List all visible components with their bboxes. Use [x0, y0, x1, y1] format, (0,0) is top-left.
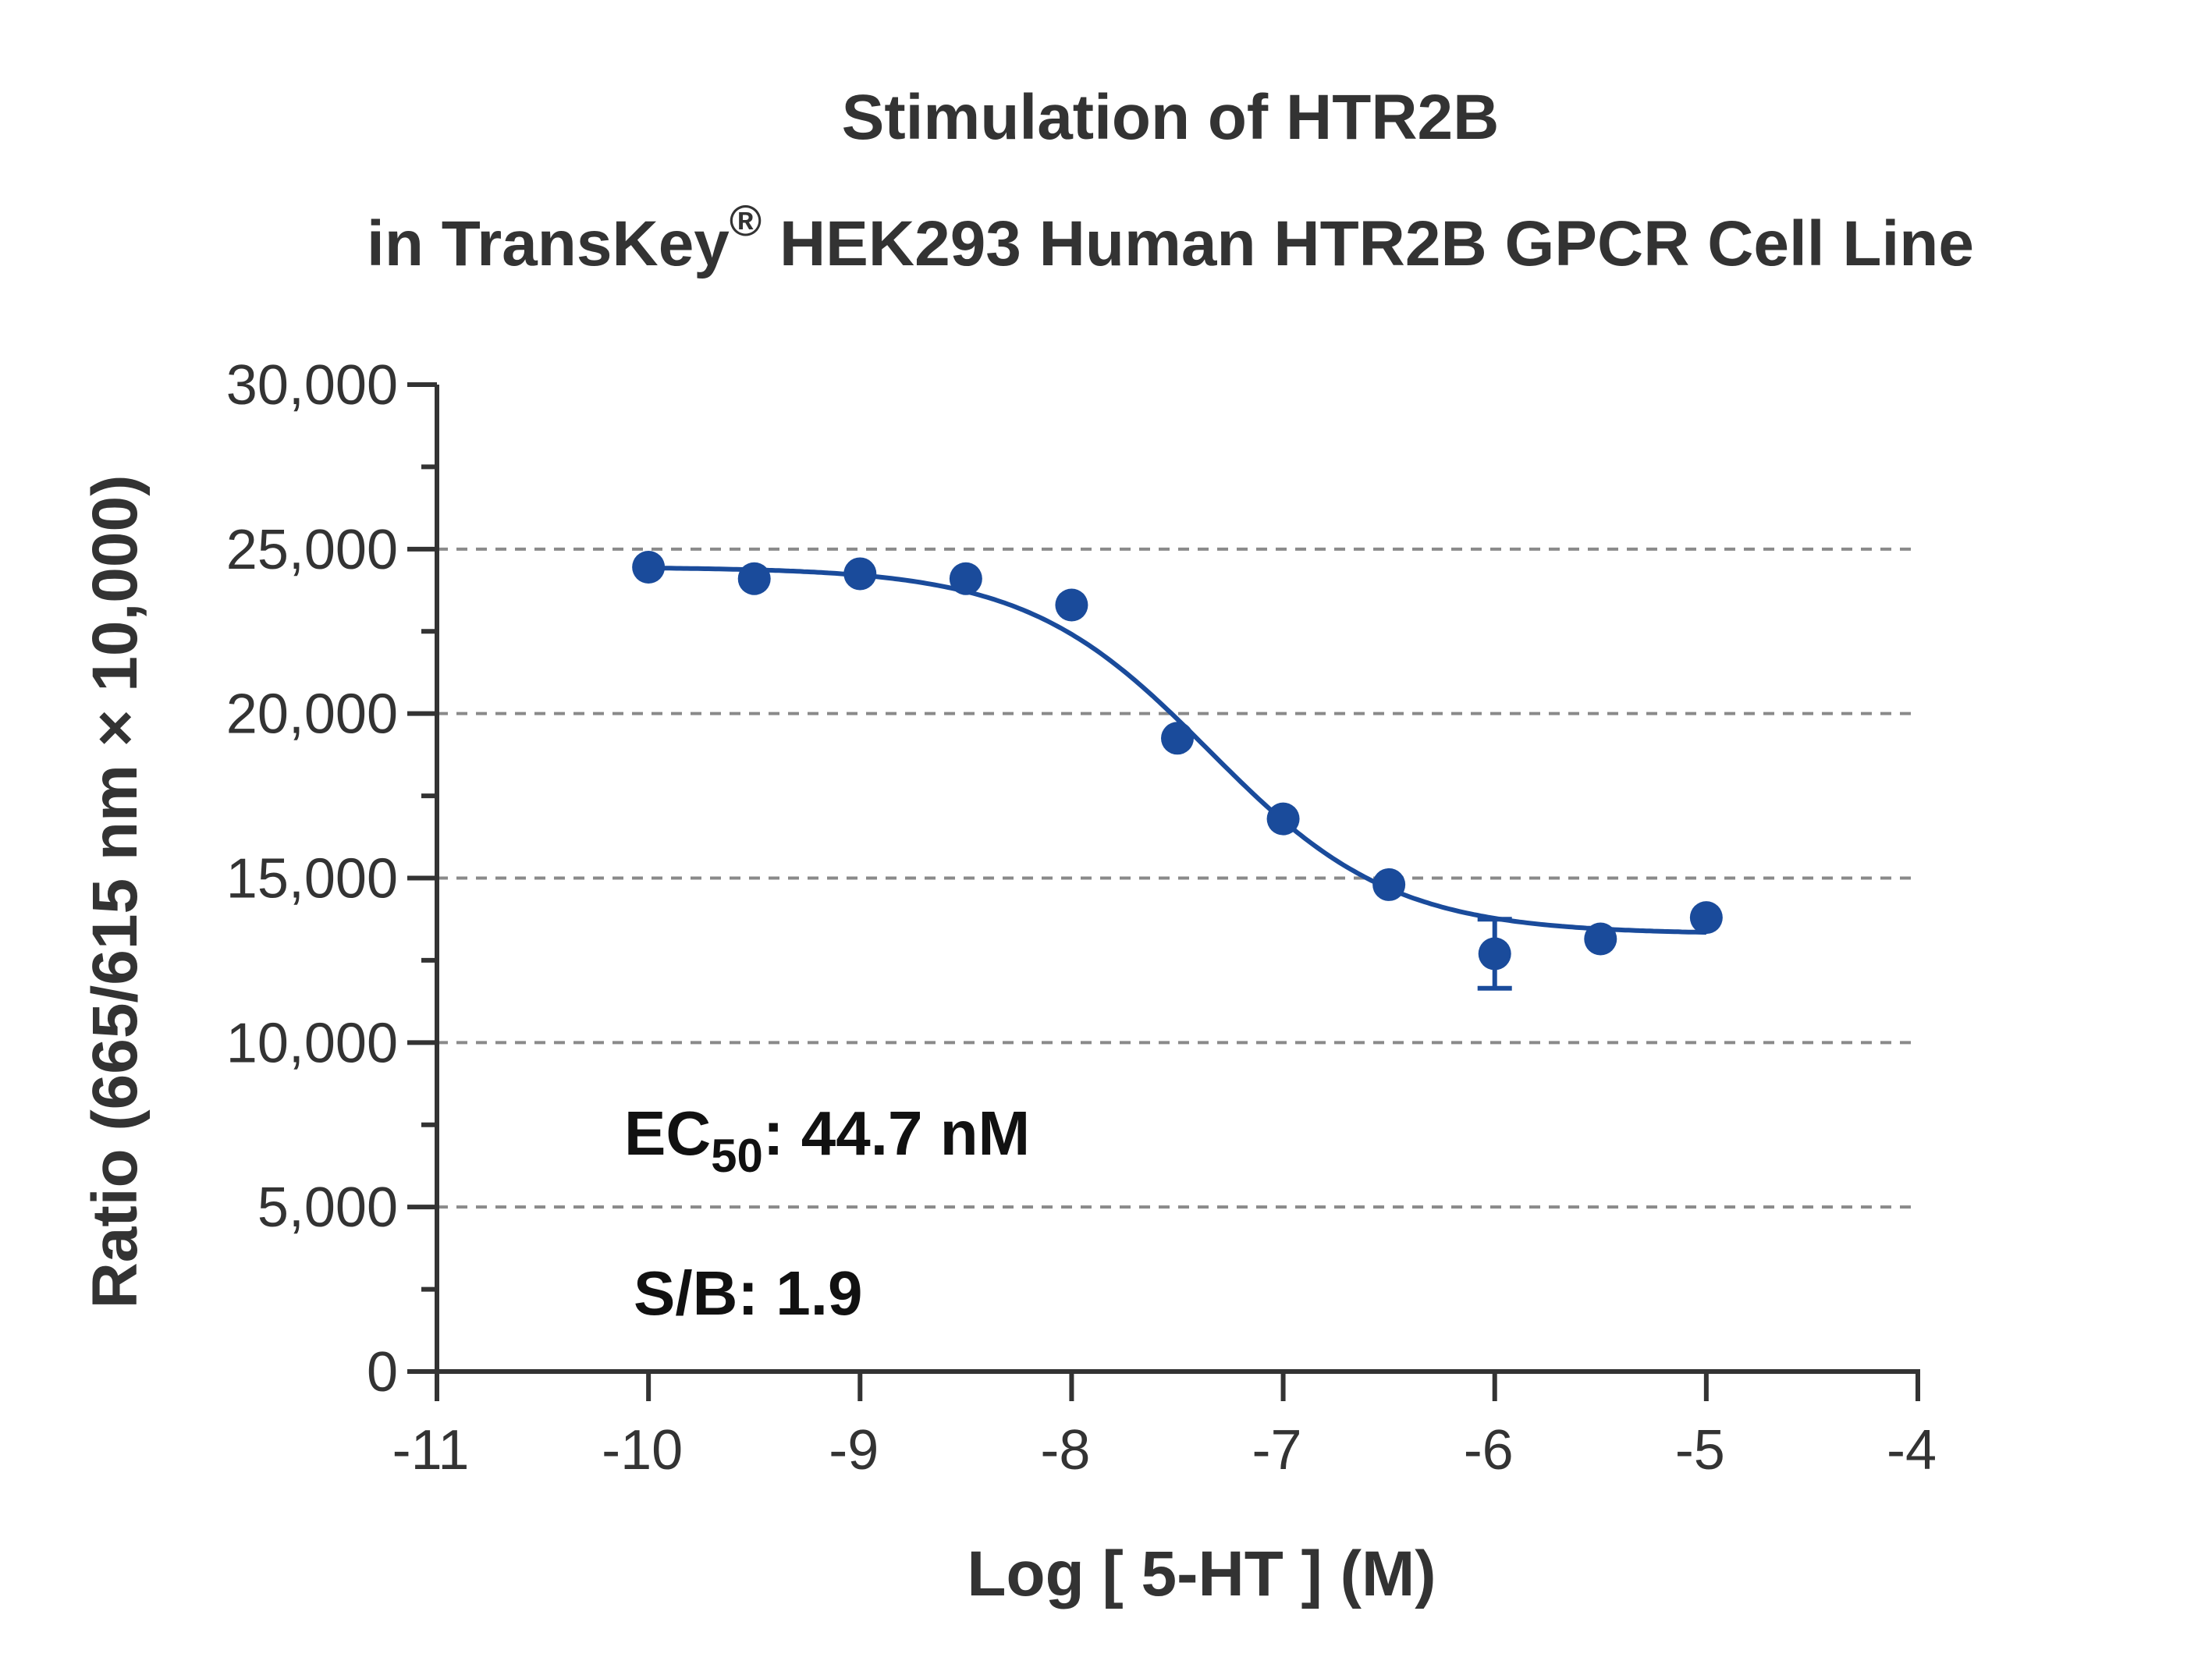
ec50-suffix: : 44.7 nM — [763, 1098, 1030, 1168]
data-point — [1266, 802, 1300, 836]
registered-mark: ® — [730, 196, 762, 245]
data-point — [843, 557, 877, 591]
data-point — [1689, 901, 1723, 935]
data-point — [737, 562, 771, 595]
y-tick-label: 5,000 — [257, 1176, 398, 1239]
data-points — [632, 551, 1723, 991]
x-tick-label: -4 — [1887, 1419, 1937, 1482]
x-tick-label: -8 — [1040, 1419, 1090, 1482]
data-point — [1372, 868, 1406, 901]
y-tick-label: 0 — [367, 1341, 398, 1404]
chart-title-line2: in TransKey® HEK293 Human HTR2B GPCR Cel… — [367, 196, 1974, 279]
fit-curve-layer — [648, 566, 1706, 935]
x-tick-label: -5 — [1675, 1419, 1725, 1482]
y-tick-label: 15,000 — [226, 848, 398, 910]
ec50-prefix: EC — [624, 1098, 711, 1168]
y-tick-label: 20,000 — [226, 683, 398, 746]
x-tick-label: -11 — [392, 1419, 470, 1482]
y-axis-label: Ratio (665/615 nm × 10,000) — [80, 475, 151, 1309]
ec50-annotation: EC50: 44.7 nM — [624, 1098, 1030, 1182]
y-tick-label: 25,000 — [226, 519, 398, 581]
signal-to-background-annotation: S/B: 1.9 — [634, 1258, 862, 1328]
data-point — [1055, 588, 1088, 622]
x-tick-label: -10 — [602, 1419, 683, 1482]
x-axis-label: Log [ 5-HT ] (M) — [967, 1538, 1436, 1609]
data-point — [632, 551, 666, 584]
data-point — [1478, 937, 1511, 971]
ec50-subscript: 50 — [711, 1130, 763, 1182]
x-tick-label: -6 — [1464, 1419, 1514, 1482]
y-tick-label: 30,000 — [226, 354, 398, 417]
data-point — [949, 562, 982, 595]
data-point — [1161, 722, 1194, 755]
fit-curve — [648, 566, 1706, 935]
gridlines — [437, 547, 1918, 1209]
y-tick-label: 10,000 — [226, 1012, 398, 1074]
chart-title-line2-prefix: in TransKey — [367, 208, 730, 279]
chart-title-line1: Stimulation of HTR2B — [842, 82, 1500, 153]
x-tick-label: -9 — [829, 1419, 879, 1482]
data-point — [1584, 922, 1617, 956]
chart-title-line2-suffix: HEK293 Human HTR2B GPCR Cell Line — [762, 208, 1974, 279]
x-tick-label: -7 — [1252, 1419, 1302, 1482]
axes: 0 5,000 10,000 15,000 20,000 25,000 30,000 -11 -… — [226, 354, 1937, 1482]
